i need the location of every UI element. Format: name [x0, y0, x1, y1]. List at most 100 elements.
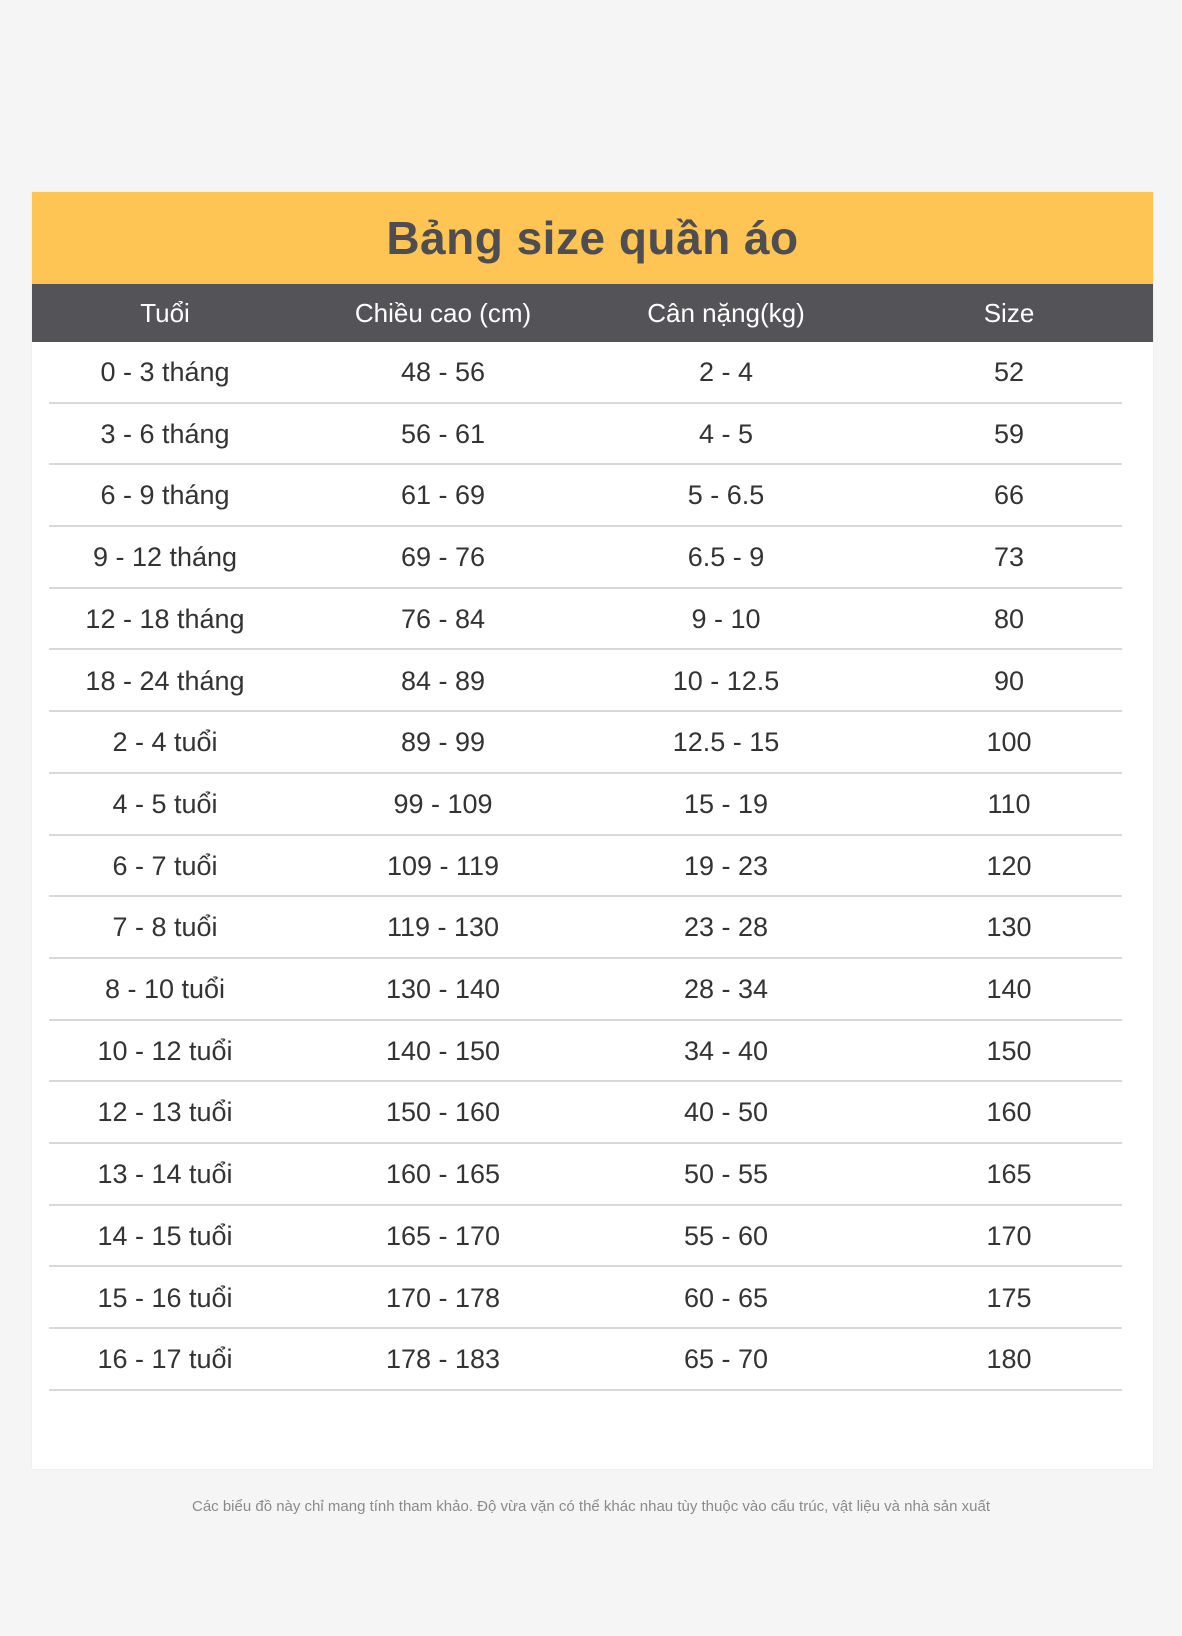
size-cell: 180: [986, 1344, 1032, 1375]
weight-cell: 65 - 70: [683, 1344, 769, 1375]
weight-cell: 23 - 28: [683, 912, 769, 943]
height-cell: 84 - 89: [400, 665, 486, 696]
height-cell: 170 - 178: [385, 1282, 501, 1313]
size-cell: 175: [986, 1282, 1032, 1313]
size-cell: 110: [987, 788, 1031, 819]
table-row: 13 - 14 tuổi 160 - 165 50 - 55 165: [32, 1144, 1153, 1206]
table-header: Tuổi Chiều cao (cm) Cân nặng(kg) Size: [32, 284, 1153, 342]
age-cell: 15 - 16 tuổi: [97, 1282, 233, 1313]
height-cell: 76 - 84: [400, 603, 486, 634]
row-divider: [49, 1142, 1122, 1145]
row-divider: [49, 1080, 1122, 1083]
height-cell: 89 - 99: [400, 727, 486, 758]
row-divider: [49, 1203, 1122, 1206]
row-divider: [49, 833, 1122, 836]
age-cell: 10 - 12 tuổi: [97, 1035, 233, 1066]
age-cell: 0 - 3 tháng: [100, 357, 230, 387]
height-cell: 165 - 170: [385, 1220, 501, 1251]
row-divider: [49, 1327, 1122, 1330]
height-cell: 178 - 183: [385, 1344, 501, 1375]
row-divider: [49, 1265, 1122, 1268]
size-cell: 120: [986, 850, 1032, 881]
row-divider: [49, 586, 1122, 589]
weight-cell: 5 - 6.5: [687, 480, 765, 511]
age-cell: 18 - 24 tháng: [85, 665, 245, 696]
height-cell: 150 - 160: [385, 1097, 501, 1128]
age-cell: 12 - 13 tuổi: [97, 1097, 233, 1128]
age-cell: 7 - 8 tuổi: [112, 912, 218, 943]
size-cell: 165: [986, 1159, 1032, 1190]
weight-cell: 60 - 65: [683, 1282, 769, 1313]
size-cell: 80: [993, 603, 1025, 634]
title-bar: Bảng size quần áo: [32, 192, 1153, 284]
table-row: 10 - 12 tuổi 140 - 150 34 - 40 150: [32, 1021, 1153, 1083]
size-cell: 66: [993, 480, 1025, 511]
size-cell: 140: [986, 974, 1032, 1004]
size-cell: 150: [986, 1035, 1032, 1066]
age-cell: 14 - 15 tuổi: [97, 1220, 233, 1251]
weight-cell: 15 - 19: [683, 788, 769, 819]
size-cell: 52: [993, 357, 1025, 387]
row-divider: [49, 956, 1122, 959]
table-row: 14 - 15 tuổi 165 - 170 55 - 60 170: [32, 1206, 1153, 1268]
size-cell: 73: [993, 542, 1025, 573]
table-row: 0 - 3 tháng 48 - 56 2 - 4 52: [32, 342, 1153, 404]
table-row: 12 - 18 tháng 76 - 84 9 - 10 80: [32, 589, 1153, 651]
weight-cell: 12.5 - 15: [672, 727, 780, 758]
row-divider: [49, 771, 1122, 774]
row-divider: [49, 525, 1122, 528]
weight-cell: 50 - 55: [683, 1159, 769, 1190]
page-title: Bảng size quần áo: [386, 212, 799, 264]
size-cell: 90: [993, 665, 1025, 696]
table-row: 15 - 16 tuổi 170 - 178 60 - 65 175: [32, 1268, 1153, 1330]
age-cell: 2 - 4 tuổi: [112, 727, 218, 758]
age-cell: 6 - 9 tháng: [100, 480, 230, 511]
weight-cell: 40 - 50: [683, 1097, 769, 1128]
header-weight: Cân nặng(kg): [647, 298, 805, 328]
weight-cell: 28 - 34: [683, 974, 769, 1004]
height-cell: 130 - 140: [385, 974, 501, 1004]
row-divider: [49, 1388, 1122, 1391]
height-cell: 48 - 56: [400, 357, 486, 387]
table-row: 9 - 12 tháng 69 - 76 6.5 - 9 73: [32, 527, 1153, 589]
size-cell: 100: [986, 727, 1032, 758]
row-divider: [49, 463, 1122, 466]
age-cell: 16 - 17 tuổi: [97, 1344, 233, 1375]
weight-cell: 4 - 5: [698, 418, 754, 449]
height-cell: 140 - 150: [385, 1035, 501, 1066]
size-chart-card: Bảng size quần áo Tuổi Chiều cao (cm) Câ…: [32, 192, 1153, 1469]
row-divider: [49, 710, 1122, 713]
size-cell: 170: [986, 1220, 1032, 1251]
height-cell: 109 - 119: [386, 850, 500, 881]
age-cell: 12 - 18 tháng: [85, 603, 245, 634]
header-age: Tuổi: [140, 298, 190, 328]
weight-cell: 19 - 23: [683, 850, 769, 881]
height-cell: 160 - 165: [385, 1159, 501, 1190]
row-divider: [49, 401, 1122, 404]
weight-cell: 34 - 40: [683, 1035, 769, 1066]
table-row: 7 - 8 tuổi 119 - 130 23 - 28 130: [32, 897, 1153, 959]
age-cell: 3 - 6 tháng: [100, 418, 230, 449]
table-row: 3 - 6 tháng 56 - 61 4 - 5 59: [32, 404, 1153, 466]
header-height: Chiều cao (cm): [354, 298, 532, 328]
table-row: 2 - 4 tuổi 89 - 99 12.5 - 15 100: [32, 712, 1153, 774]
age-cell: 9 - 12 tháng: [92, 542, 238, 573]
row-divider: [49, 1018, 1122, 1021]
weight-cell: 9 - 10: [691, 603, 761, 634]
weight-cell: 10 - 12.5: [672, 665, 780, 696]
header-size: Size: [983, 298, 1035, 328]
size-cell: 59: [993, 418, 1025, 449]
size-cell: 160: [986, 1097, 1032, 1128]
table-row: 4 - 5 tuổi 99 - 109 15 - 19 110: [32, 774, 1153, 836]
table-row: 18 - 24 tháng 84 - 89 10 - 12.5 90: [32, 651, 1153, 713]
size-cell: 130: [986, 912, 1032, 943]
table-row: 6 - 7 tuổi 109 - 119 19 - 23 120: [32, 836, 1153, 898]
weight-cell: 6.5 - 9: [687, 542, 765, 573]
age-cell: 13 - 14 tuổi: [97, 1159, 233, 1190]
table-row: 8 - 10 tuổi 130 - 140 28 - 34 140: [32, 959, 1153, 1021]
age-cell: 4 - 5 tuổi: [112, 788, 218, 819]
age-cell: 6 - 7 tuổi: [112, 850, 218, 881]
row-divider: [49, 648, 1122, 651]
height-cell: 56 - 61: [400, 418, 486, 449]
disclaimer-text: Các biểu đồ này chỉ mang tính tham khảo.…: [191, 1498, 991, 1515]
